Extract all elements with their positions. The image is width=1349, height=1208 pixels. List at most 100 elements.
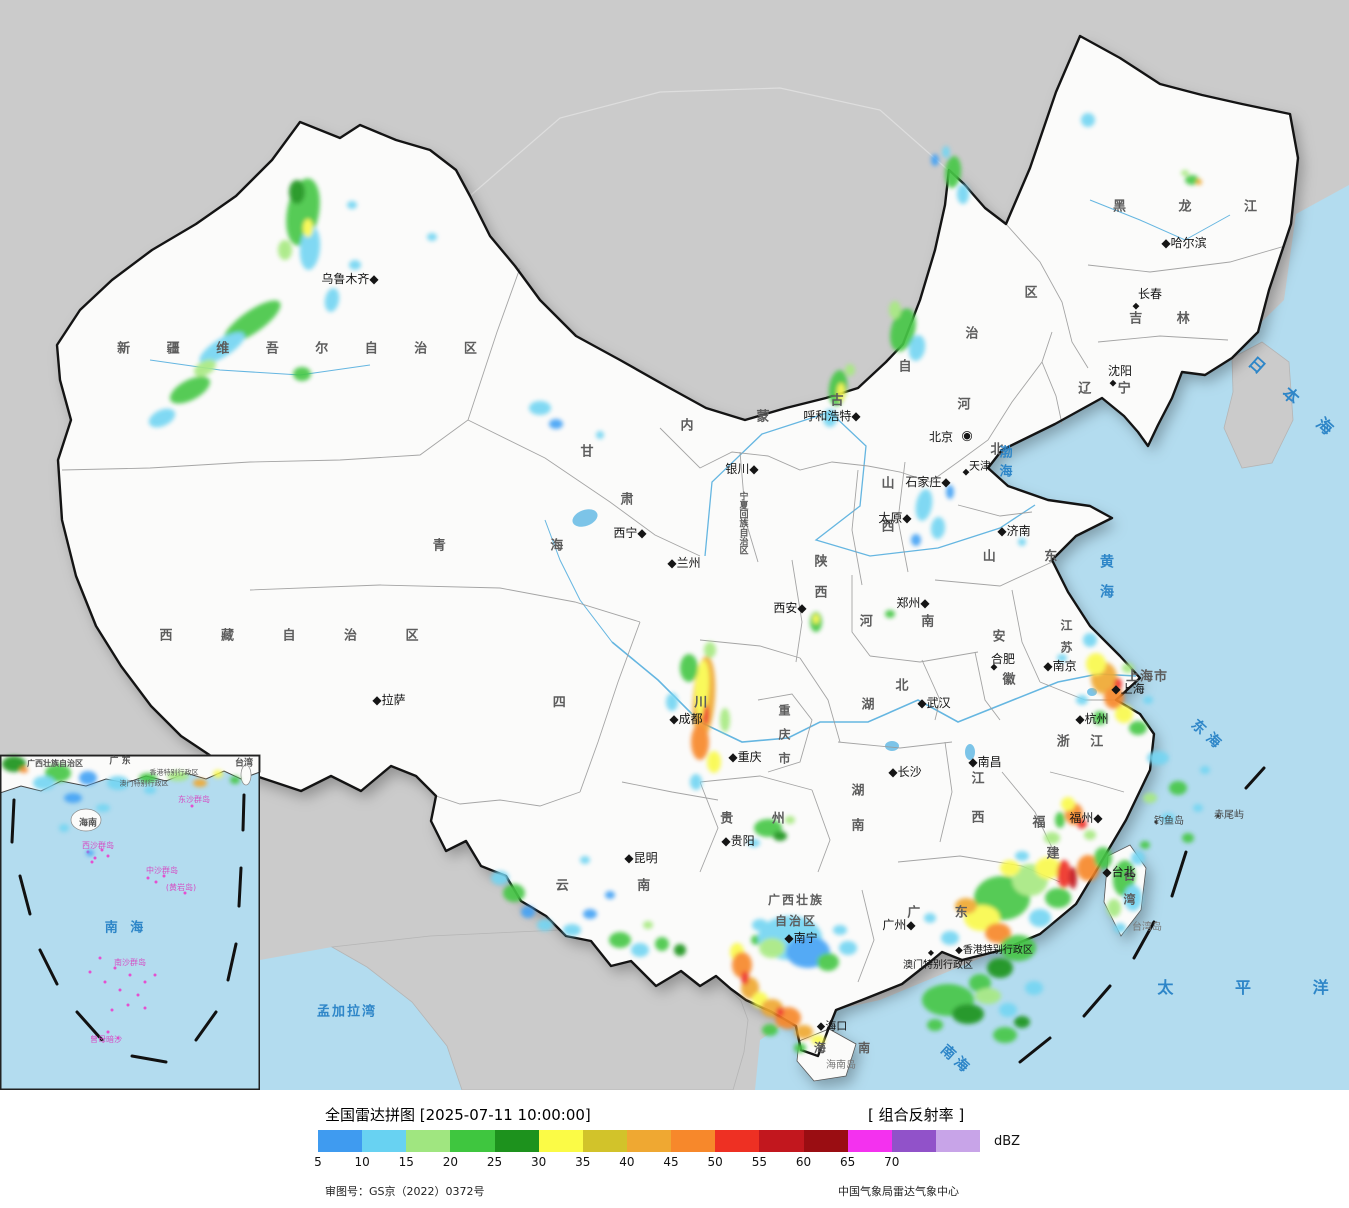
radar-echo xyxy=(170,376,210,404)
radar-echo xyxy=(1035,857,1061,879)
radar-echo xyxy=(795,1025,813,1039)
radar-echo xyxy=(741,971,749,985)
radar-echo xyxy=(1181,170,1189,176)
boundary-dash xyxy=(1082,984,1112,1018)
radar-echo xyxy=(580,856,590,864)
scale-segment xyxy=(891,1130,936,1152)
radar-echo xyxy=(1114,923,1126,933)
boundary-dash xyxy=(241,793,246,832)
radar-echo xyxy=(754,819,782,837)
scale-tick: 15 xyxy=(398,1155,414,1169)
radar-echo xyxy=(946,485,954,499)
inset-island-dots xyxy=(86,804,194,1040)
radar-echo xyxy=(823,409,837,427)
radar-echo xyxy=(1143,793,1157,803)
radar-echo xyxy=(944,156,962,188)
radar-echo xyxy=(773,831,787,841)
boundary-dash xyxy=(194,1010,218,1042)
sea-areas xyxy=(260,185,1349,1090)
radar-echo xyxy=(2,756,26,772)
radar-echo xyxy=(776,1007,784,1017)
radar-echo xyxy=(199,332,245,364)
scale-tick: 10 xyxy=(354,1155,370,1169)
radar-echo xyxy=(1077,855,1099,881)
radar-echo xyxy=(957,184,969,204)
radar-echo xyxy=(694,660,710,716)
radar-echo xyxy=(194,359,216,377)
radar-echo xyxy=(924,913,936,923)
radar-echo xyxy=(985,923,1011,943)
radar-echo xyxy=(1122,663,1134,673)
radar-echo xyxy=(1057,654,1067,662)
radar-echo xyxy=(278,240,292,260)
radar-echo xyxy=(1000,935,1036,961)
scale-tick: 70 xyxy=(884,1155,900,1169)
radar-echo xyxy=(845,364,855,376)
island-dots xyxy=(1154,814,1220,824)
radar-echo xyxy=(1193,804,1203,812)
scale-tick: 30 xyxy=(531,1155,547,1169)
map-approval-number: 审图号：GS京（2022）0372号 xyxy=(325,1185,485,1198)
scale-tick: 20 xyxy=(442,1155,459,1169)
scale-segment xyxy=(582,1130,627,1152)
radar-echo xyxy=(707,751,721,773)
radar-echo xyxy=(144,786,156,794)
radar-echo xyxy=(993,1027,1017,1043)
radar-echo xyxy=(1200,766,1210,774)
radar-echo xyxy=(999,1003,1017,1017)
scale-segment xyxy=(450,1130,495,1152)
radar-echo xyxy=(1057,860,1071,888)
china-radar-map: 黑 龙 江吉 林辽 宁内蒙古自治区新 疆 维 吾 尔 自 治 区甘肃宁夏回族自治… xyxy=(0,0,1349,1090)
radar-echo xyxy=(20,767,28,773)
boundary-dash xyxy=(18,874,32,916)
radar-echo xyxy=(885,610,895,618)
legend-product-name: [ 组合反射率 ] xyxy=(868,1106,965,1124)
radar-echo xyxy=(680,654,698,682)
legend-title: 全国雷达拼图 [2025-07-11 10:00:00] xyxy=(325,1106,591,1124)
radar-echo xyxy=(529,401,551,415)
radar-echo xyxy=(975,988,1001,1004)
inset-map-border xyxy=(0,755,260,1090)
scale-tick: 40 xyxy=(619,1155,635,1169)
scale-segment xyxy=(847,1130,892,1152)
scale-tick: 50 xyxy=(707,1155,723,1169)
radar-echo xyxy=(720,708,730,732)
scale-segment xyxy=(935,1130,981,1152)
inset-taiwan xyxy=(240,764,252,786)
radar-echo xyxy=(1000,860,1020,876)
radar-echo xyxy=(605,891,615,899)
radar-echo xyxy=(748,839,760,847)
radar-echo xyxy=(148,408,176,428)
radar-echo xyxy=(915,489,933,521)
radar-echo xyxy=(64,793,82,803)
scale-unit: dBZ xyxy=(994,1134,1021,1149)
radar-echo xyxy=(1143,696,1153,704)
radar-echo xyxy=(1029,909,1051,927)
radar-echo xyxy=(833,925,847,935)
radar-echo xyxy=(596,431,604,439)
boundary-dash xyxy=(130,1054,168,1064)
lakes xyxy=(572,509,1097,760)
radar-echo xyxy=(952,1004,984,1024)
legend-panel: 全国雷达拼图 [2025-07-11 10:00:00] [ 组合反射率 ] 5… xyxy=(0,1090,1349,1208)
radar-echo xyxy=(107,776,129,790)
china-mainland xyxy=(57,36,1298,1056)
radar-echo xyxy=(213,770,223,778)
radar-echo xyxy=(1196,179,1202,185)
boundary-dash xyxy=(10,798,16,844)
radar-echo xyxy=(930,517,946,539)
radar-echo xyxy=(987,958,1013,978)
radar-echo xyxy=(1129,721,1147,735)
nine-dash-line xyxy=(10,766,1266,1064)
producer-credit: 中国气象局雷达气象中心 xyxy=(838,1185,959,1198)
radar-echo xyxy=(583,909,597,919)
radar-echo xyxy=(1185,175,1199,185)
scale-segment xyxy=(626,1130,672,1152)
radar-echo xyxy=(955,898,977,914)
radar-echo xyxy=(537,919,553,931)
scale-tick: 25 xyxy=(486,1155,503,1169)
radar-echo xyxy=(33,776,55,790)
boundary-dash xyxy=(226,942,238,982)
scale-segment xyxy=(803,1130,848,1152)
radar-echo xyxy=(86,850,94,856)
